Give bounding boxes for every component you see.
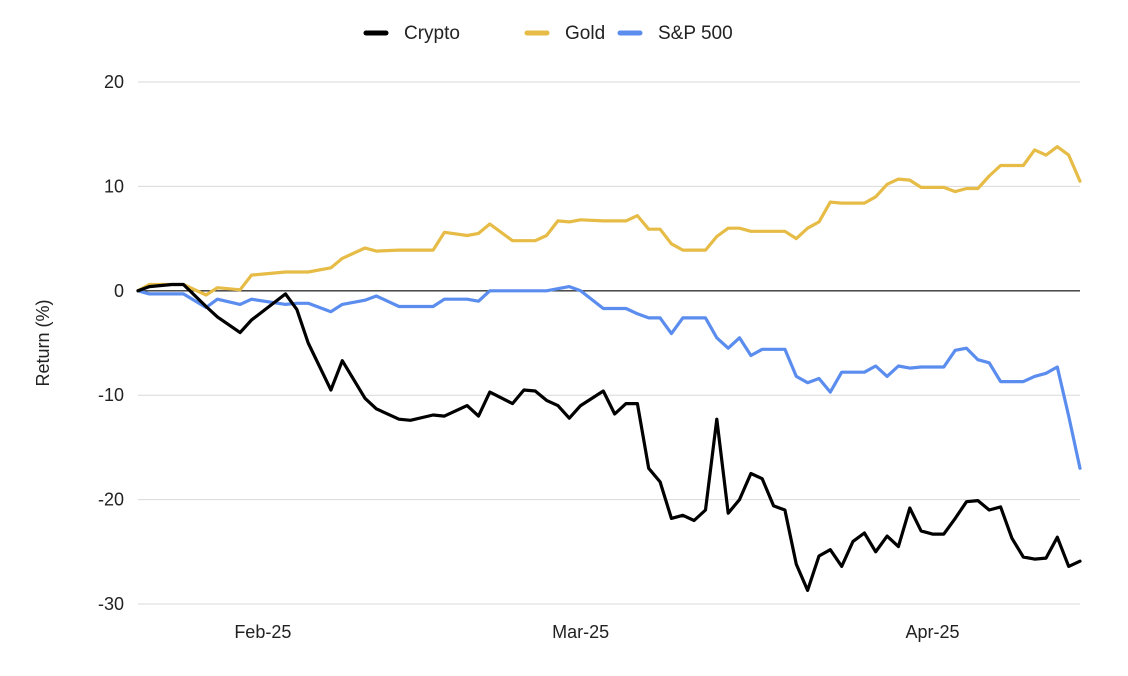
- legend-label: Crypto: [404, 23, 460, 44]
- y-tick-label: -20: [98, 490, 124, 510]
- series-line-s-p-500: [136, 285, 1082, 470]
- series-lines: [136, 145, 1082, 592]
- y-tick-label: 20: [104, 72, 124, 92]
- y-tick-label: -10: [98, 385, 124, 405]
- y-tick-label: 0: [114, 281, 124, 301]
- y-tick-label: 10: [104, 176, 124, 196]
- series-line-gold: [136, 145, 1082, 297]
- y-axis-title: Return (%): [33, 299, 53, 386]
- series-line-crypto: [136, 282, 1082, 592]
- x-tick-label: Apr-25: [905, 622, 959, 642]
- legend-label: Gold: [565, 23, 605, 44]
- x-tick-label: Feb-25: [234, 622, 291, 642]
- y-tick-label: -30: [98, 594, 124, 614]
- legend-label: S&P 500: [658, 23, 733, 44]
- y-axis-ticks: 20 10 0 -10 -20 -30: [98, 72, 124, 614]
- x-axis-ticks: Feb-25 Mar-25 Apr-25: [234, 622, 959, 642]
- x-tick-label: Mar-25: [552, 622, 609, 642]
- gridlines: [138, 81, 1080, 605]
- legend: Crypto Gold S&P 500: [363, 23, 733, 44]
